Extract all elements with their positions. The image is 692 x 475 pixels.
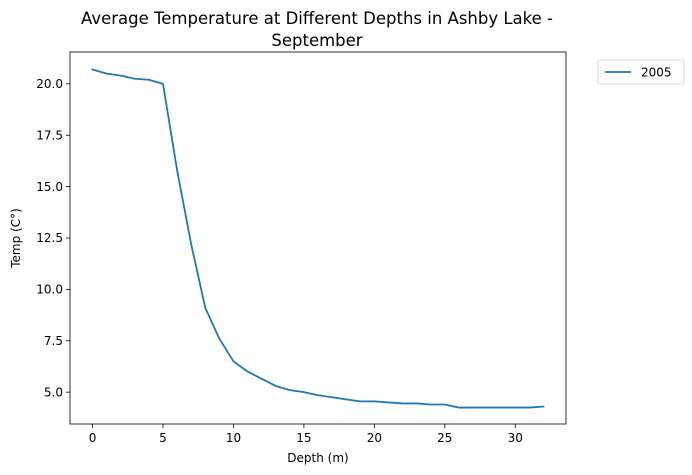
series-layer xyxy=(91,68,545,409)
y-axis-ticks: 5.0 7.5 10.0 12.5 15.0 17.5 20.0 xyxy=(36,77,70,399)
x-tick-label: 20 xyxy=(367,431,382,445)
plot-frame xyxy=(69,51,567,425)
y-tick-label: 5.0 xyxy=(44,385,63,399)
chart-title-line-1: Average Temperature at Different Depths … xyxy=(81,9,553,28)
x-tick-label: 30 xyxy=(508,431,523,445)
y-tick-label: 20.0 xyxy=(36,77,63,91)
y-tick-label: 7.5 xyxy=(44,334,63,348)
y-tick-label: 10.0 xyxy=(36,283,63,297)
x-tick-label: 15 xyxy=(296,431,311,445)
x-tick-label: 25 xyxy=(437,431,452,445)
series-line-2005 xyxy=(91,68,545,409)
legend-box xyxy=(597,59,685,85)
x-axis-label: Depth (m) xyxy=(287,451,348,465)
y-tick-label: 15.0 xyxy=(36,180,63,194)
legend: 2005 xyxy=(597,59,685,85)
y-tick-label: 12.5 xyxy=(36,231,63,245)
x-tick-label: 10 xyxy=(226,431,241,445)
chart-title-line-2: September xyxy=(271,31,362,50)
x-tick-label: 0 xyxy=(89,431,97,445)
y-axis-label: Temp (C°) xyxy=(9,208,23,269)
x-tick-label: 5 xyxy=(159,431,167,445)
legend-label-2005: 2005 xyxy=(641,66,672,80)
chart-title: Average Temperature at Different Depths … xyxy=(81,9,553,50)
y-tick-label: 17.5 xyxy=(36,128,63,142)
x-axis-ticks: 0 5 10 15 20 25 30 xyxy=(89,424,523,445)
